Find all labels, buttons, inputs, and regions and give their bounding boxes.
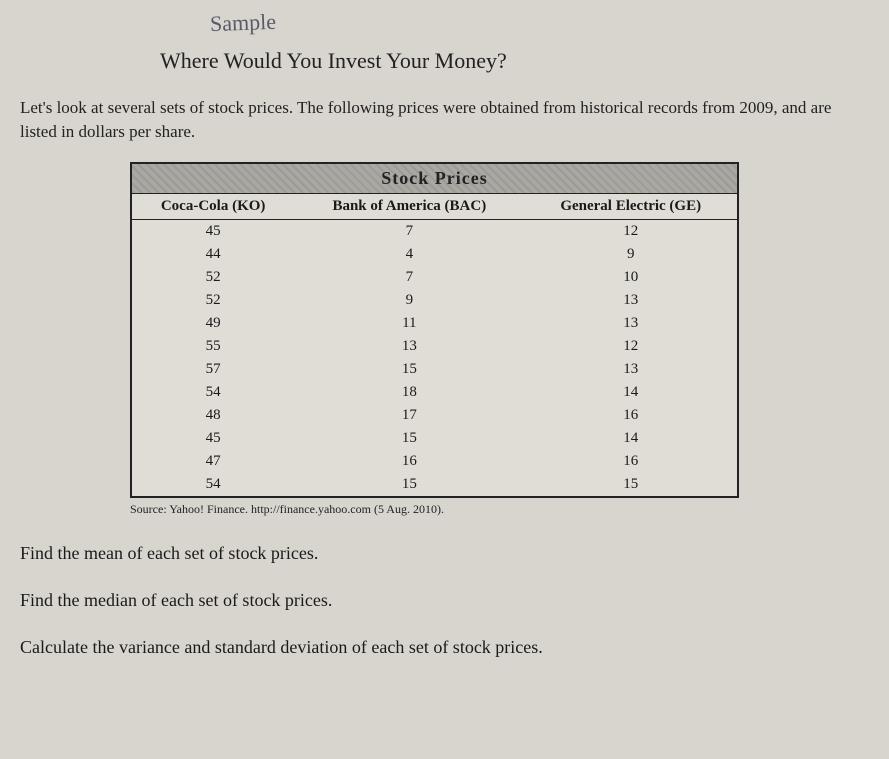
table-cell: 54 — [131, 473, 294, 497]
table-cell: 54 — [131, 381, 294, 404]
table-cell: 15 — [294, 427, 524, 450]
column-header: Coca-Cola (KO) — [131, 193, 294, 219]
table-cell: 49 — [131, 312, 294, 335]
table-row: 491113 — [131, 312, 738, 335]
table-row: 571513 — [131, 358, 738, 381]
question-variance: Calculate the variance and standard devi… — [20, 637, 859, 658]
table-cell: 45 — [131, 219, 294, 243]
stock-table-container: Stock Prices Coca-Cola (KO) Bank of Amer… — [130, 162, 739, 498]
column-header: Bank of America (BAC) — [294, 193, 524, 219]
table-cell: 16 — [524, 404, 738, 427]
table-cell: 57 — [131, 358, 294, 381]
stock-prices-table: Stock Prices Coca-Cola (KO) Bank of Amer… — [130, 162, 739, 498]
page-title: Where Would You Invest Your Money? — [160, 48, 859, 74]
table-cell: 15 — [294, 358, 524, 381]
table-cell: 9 — [294, 289, 524, 312]
table-row: 52913 — [131, 289, 738, 312]
table-cell: 9 — [524, 243, 738, 266]
table-cell: 11 — [294, 312, 524, 335]
table-cell: 10 — [524, 266, 738, 289]
table-cell: 13 — [524, 358, 738, 381]
table-cell: 47 — [131, 450, 294, 473]
handwritten-annotation: Sample — [210, 9, 277, 37]
question-median: Find the median of each set of stock pri… — [20, 590, 859, 611]
table-cell: 15 — [524, 473, 738, 497]
table-cell: 12 — [524, 335, 738, 358]
table-cell: 52 — [131, 289, 294, 312]
table-row: 471616 — [131, 450, 738, 473]
table-cell: 44 — [131, 243, 294, 266]
table-cell: 52 — [131, 266, 294, 289]
table-cell: 16 — [294, 450, 524, 473]
table-cell: 14 — [524, 381, 738, 404]
intro-paragraph: Let's look at several sets of stock pric… — [20, 96, 859, 144]
table-row: 551312 — [131, 335, 738, 358]
table-row: 481716 — [131, 404, 738, 427]
table-cell: 7 — [294, 266, 524, 289]
table-cell: 7 — [294, 219, 524, 243]
table-cell: 17 — [294, 404, 524, 427]
table-row: 541515 — [131, 473, 738, 497]
table-cell: 14 — [524, 427, 738, 450]
table-cell: 18 — [294, 381, 524, 404]
table-row: 541814 — [131, 381, 738, 404]
table-cell: 45 — [131, 427, 294, 450]
table-cell: 48 — [131, 404, 294, 427]
table-body: 4571244495271052913491113551312571513541… — [131, 219, 738, 497]
source-citation: Source: Yahoo! Finance. http://finance.y… — [130, 502, 859, 517]
question-mean: Find the mean of each set of stock price… — [20, 543, 859, 564]
table-row: 52710 — [131, 266, 738, 289]
table-row: 45712 — [131, 219, 738, 243]
table-cell: 13 — [294, 335, 524, 358]
table-cell: 55 — [131, 335, 294, 358]
table-cell: 13 — [524, 312, 738, 335]
table-banner: Stock Prices — [131, 163, 738, 194]
table-cell: 15 — [294, 473, 524, 497]
table-cell: 13 — [524, 289, 738, 312]
table-cell: 16 — [524, 450, 738, 473]
table-cell: 4 — [294, 243, 524, 266]
column-header: General Electric (GE) — [524, 193, 738, 219]
table-row: 451514 — [131, 427, 738, 450]
table-cell: 12 — [524, 219, 738, 243]
table-row: 4449 — [131, 243, 738, 266]
